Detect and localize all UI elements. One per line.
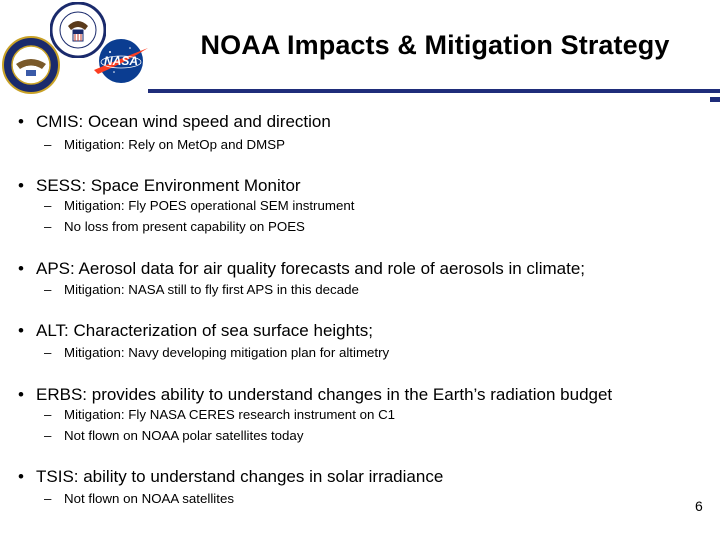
bullet-text: TSIS: ability to understand changes in s… [36,467,444,486]
dod-seal-logo [2,36,60,94]
sub-bullet-text: Mitigation: NASA still to fly first APS … [64,282,359,297]
bullet-text: ALT: Characterization of sea surface hei… [36,321,374,340]
slide-title: NOAA Impacts & Mitigation Strategy [200,30,670,60]
sub-bullet-text: Mitigation: Fly POES operational SEM ins… [64,198,355,213]
sub-bullet-text: Not flown on NOAA satellites [64,491,234,506]
bullet-item: • CMIS: Ocean wind speed and direction [18,112,331,131]
sub-bullet-text: No loss from present capability on POES [64,219,305,234]
sub-bullet-item: – Not flown on NOAA satellites [44,491,234,506]
sub-bullet-item: – Mitigation: Fly POES operational SEM in… [44,198,355,213]
bullet-text: SESS: Space Environment Monitor [36,176,301,195]
title-divider-accent [710,97,720,102]
sub-bullet-text: Not flown on NOAA polar satellites today [64,428,304,443]
sub-bullet-item: – Mitigation: NASA still to fly first APS… [44,282,359,297]
sub-bullet-text: Mitigation: Navy developing mitigation p… [64,345,390,360]
title-divider [148,89,720,93]
page-number: 6 [695,498,703,514]
bullet-item: • SESS: Space Environment Monitor [18,176,301,195]
bullet-item: • ERBS: provides ability to understand ch… [18,385,613,404]
bullet-item: • APS: Aerosol data for air quality forec… [18,259,585,278]
bullet-text: APS: Aerosol data for air quality foreca… [36,259,585,278]
sub-bullet-text: Mitigation: Rely on MetOp and DMSP [64,137,285,152]
sub-bullet-item: – Not flown on NOAA polar satellites toda… [44,428,304,443]
bullet-text: ERBS: provides ability to understand cha… [36,385,613,404]
sub-bullet-item: – Mitigation: Navy developing mitigation … [44,345,390,360]
sub-bullet-item: – No loss from present capability on POES [44,219,305,234]
commerce-seal-logo [49,1,107,59]
bullet-text: CMIS: Ocean wind speed and direction [36,112,331,131]
sub-bullet-item: – Mitigation: Fly NASA CERES research ins… [44,407,396,422]
bullet-item: • TSIS: ability to understand changes in … [18,467,444,486]
nasa-meatball-logo: NASA [92,36,150,86]
nasa-logo-text: NASA [104,54,138,68]
sub-bullet-item: – Mitigation: Rely on MetOp and DMSP [44,137,285,152]
bullet-item: • ALT: Characterization of sea surface he… [18,321,374,340]
sub-bullet-text: Mitigation: Fly NASA CERES research inst… [64,407,396,422]
